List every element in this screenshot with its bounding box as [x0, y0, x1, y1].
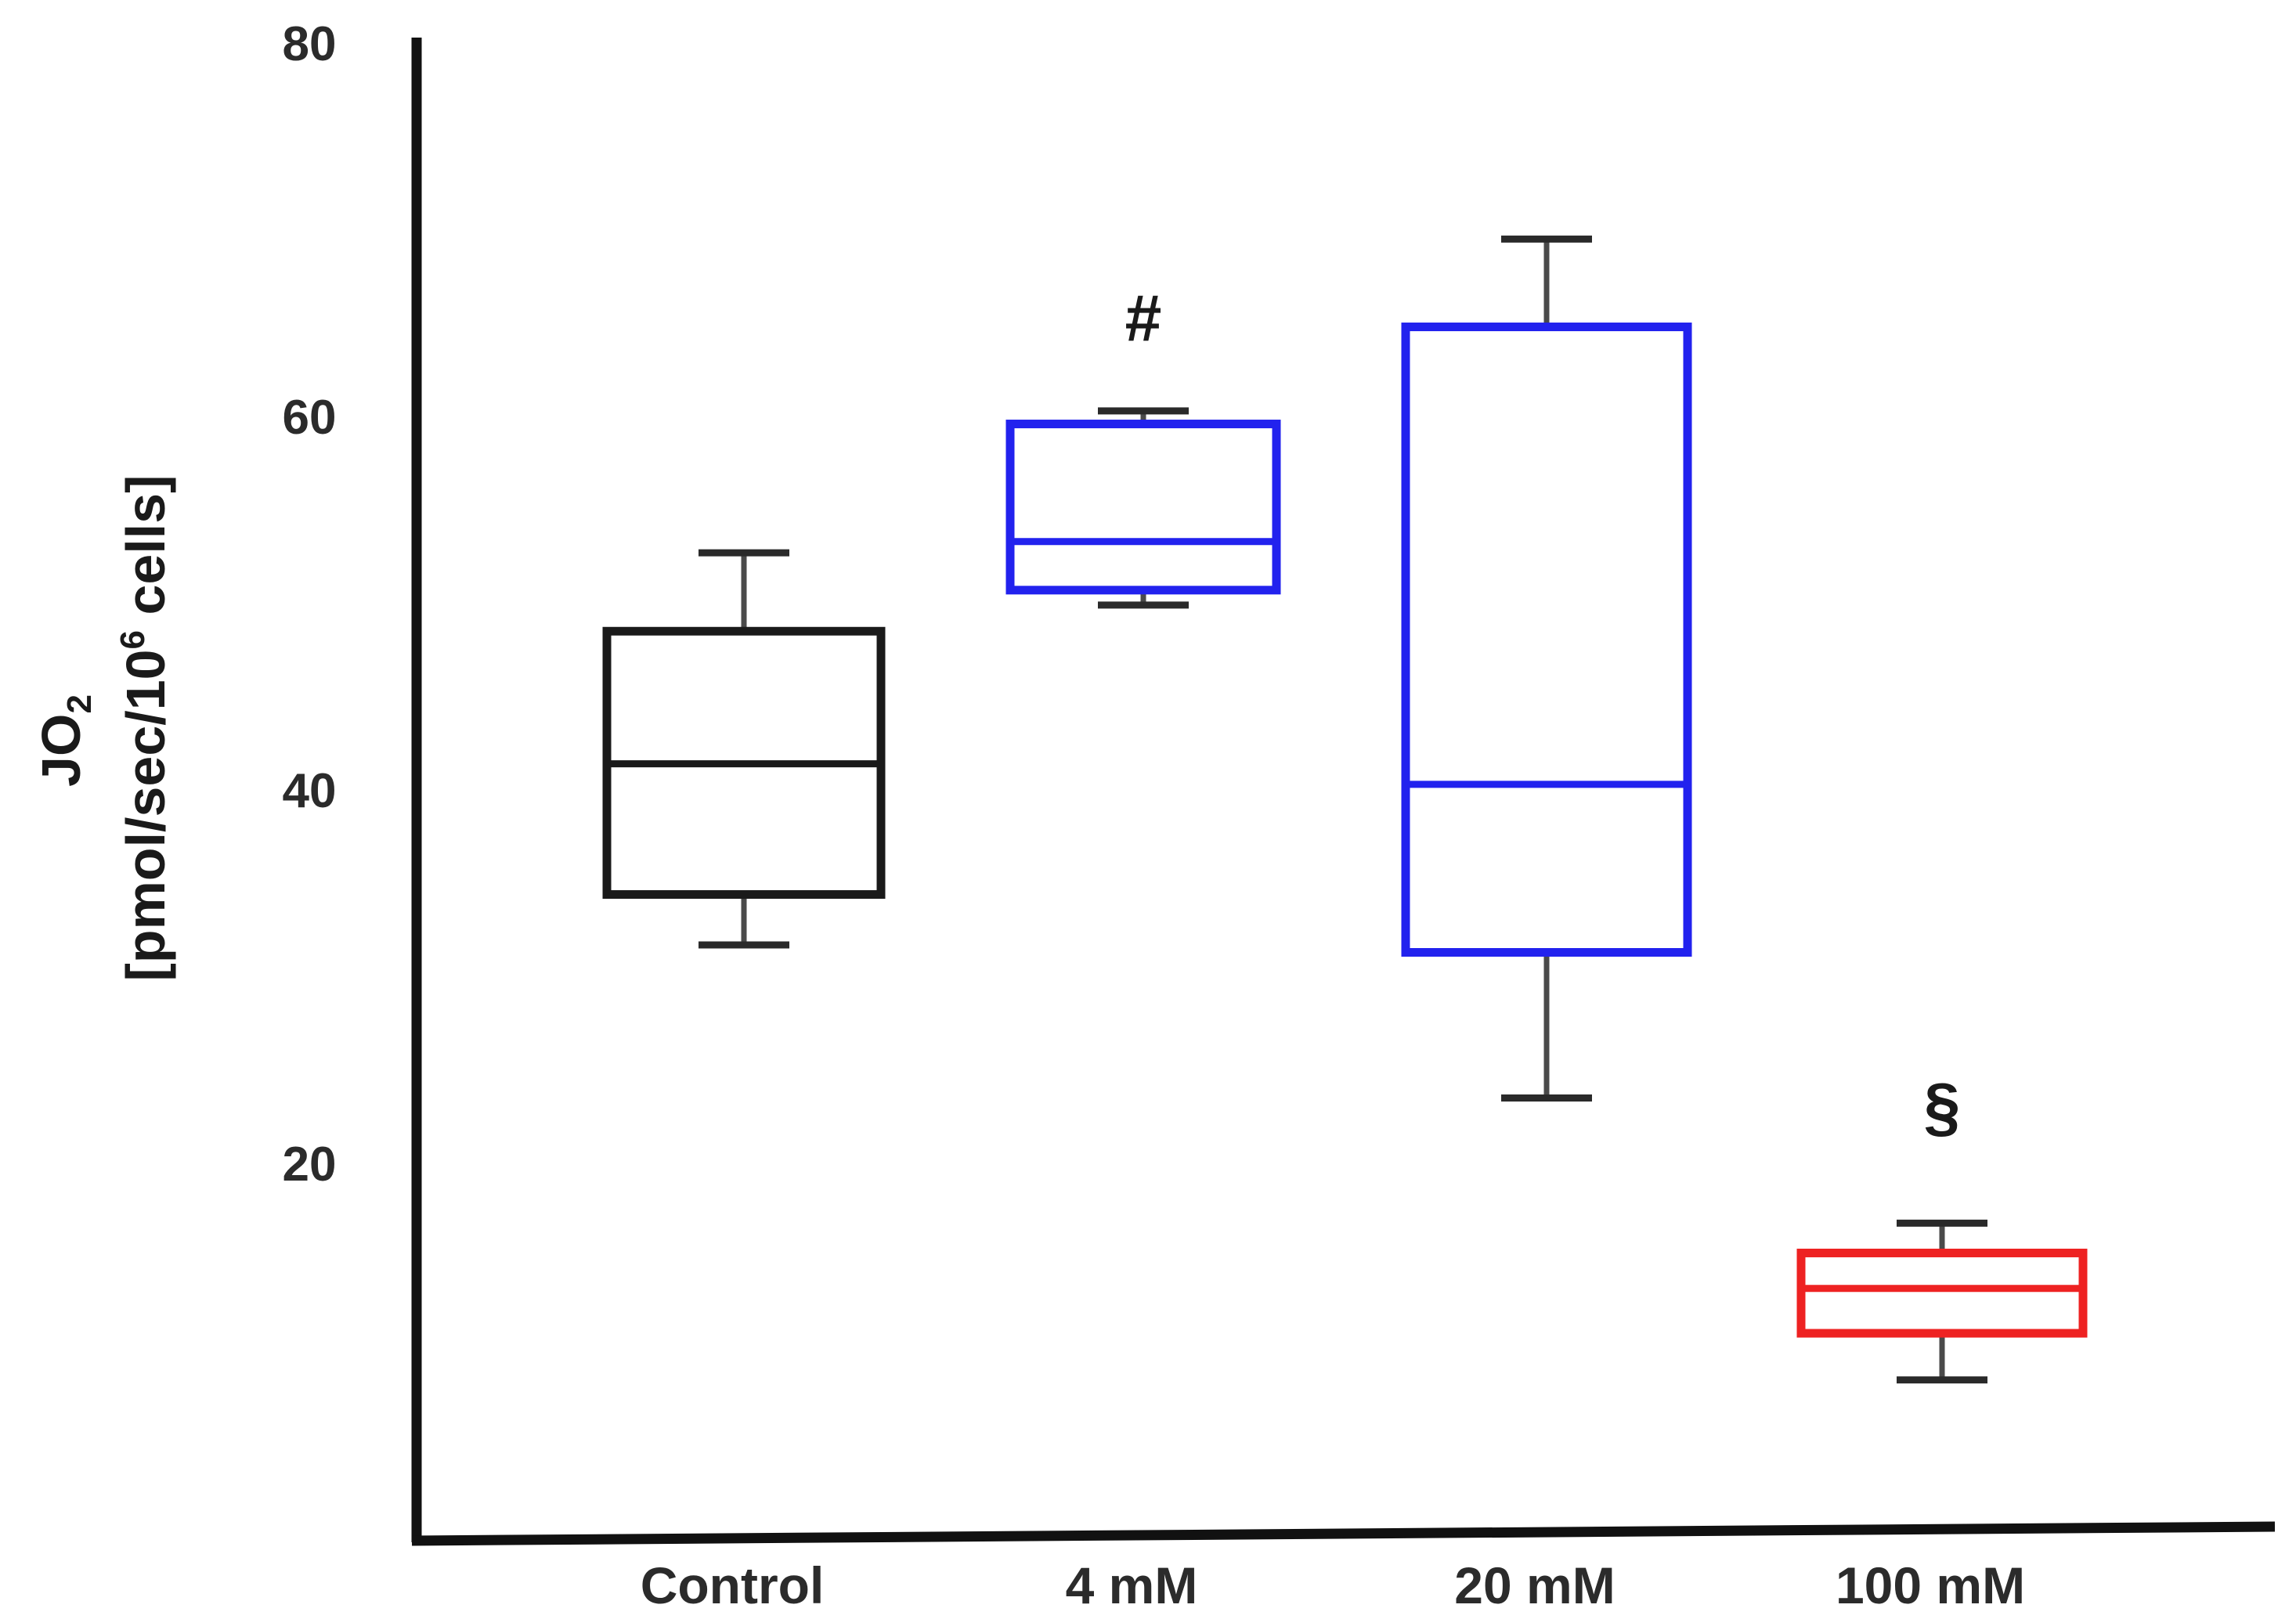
box-iqr — [1401, 323, 1692, 957]
x-category-label: 4 mM — [1066, 1556, 1198, 1614]
box-20-mm — [1401, 235, 1692, 1102]
significance-marker: # — [1125, 281, 1162, 355]
axes — [411, 38, 2276, 1546]
box-iqr — [1005, 420, 1281, 595]
y-tick-label: 80 — [283, 17, 337, 71]
box-control — [602, 549, 886, 949]
box-series: #§ — [602, 235, 2088, 1384]
box-iqr — [1796, 1248, 2088, 1338]
x-category-label: 20 mM — [1454, 1556, 1615, 1614]
y-axis-label: JO2 [pmol/sec/106 cells] — [31, 474, 176, 981]
x-category-label: Control — [641, 1556, 825, 1614]
significance-marker: § — [1924, 1069, 1961, 1143]
y-axis-label-line2: [pmol/sec/106 cells] — [114, 474, 176, 981]
y-tick-label: 60 — [283, 391, 337, 445]
box-4-mm: # — [1005, 281, 1281, 609]
x-category-labels: Control 4 mM 20 mM 100 mM — [641, 1556, 2025, 1614]
y-tick-label: 40 — [283, 764, 337, 818]
box-100-mm: § — [1796, 1069, 2088, 1384]
y-axis-label-line1: JO2 — [31, 694, 99, 787]
x-axis-line — [411, 1521, 2276, 1546]
y-tick-labels: 20 40 60 80 — [283, 17, 337, 1192]
y-tick-label: 20 — [283, 1138, 337, 1192]
x-category-label: 100 mM — [1836, 1556, 2025, 1614]
